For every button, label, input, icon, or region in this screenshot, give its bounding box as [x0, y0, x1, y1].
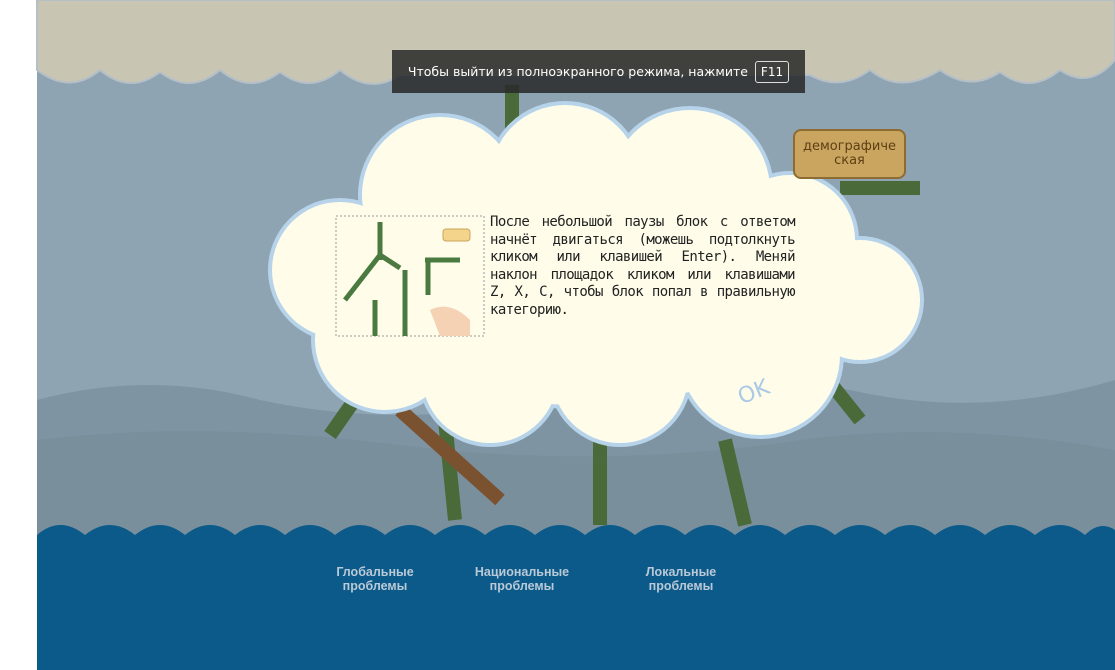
fullscreen-notice: Чтобы выйти из полноэкранного режима, на…	[392, 50, 805, 93]
page: Чтобы выйти из полноэкранного режима, на…	[0, 0, 1115, 670]
dialog-text: После небольшой паузы блок с ответом нач…	[490, 214, 795, 319]
notice-text: Чтобы выйти из полноэкранного режима, на…	[408, 64, 748, 79]
key-hint: F11	[755, 61, 789, 83]
category-label: Национальные проблемы	[467, 565, 577, 593]
category-label: Глобальные проблемы	[320, 565, 430, 593]
word-block[interactable]: демографическая	[793, 129, 906, 179]
category-label: Локальные проблемы	[626, 565, 736, 593]
